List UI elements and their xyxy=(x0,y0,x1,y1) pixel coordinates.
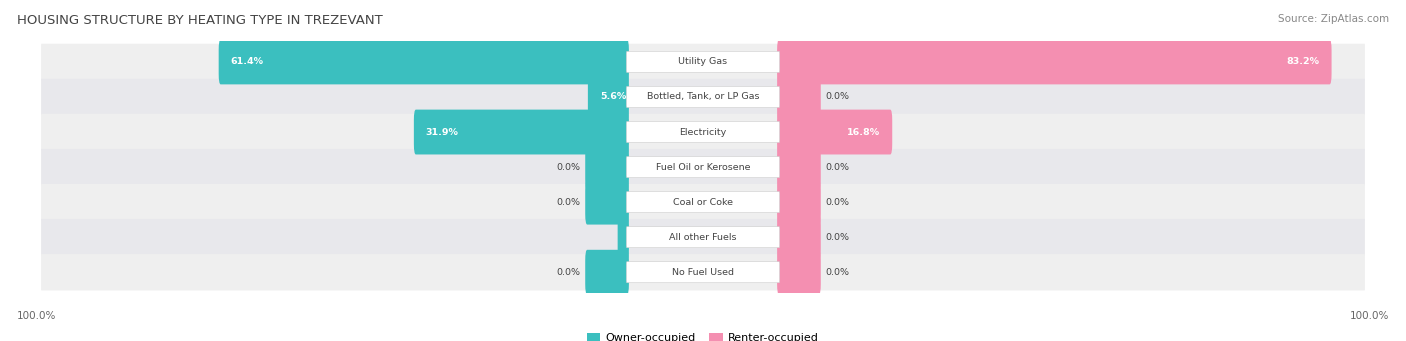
FancyBboxPatch shape xyxy=(627,227,779,248)
FancyBboxPatch shape xyxy=(778,215,821,260)
FancyBboxPatch shape xyxy=(627,192,779,213)
Text: 61.4%: 61.4% xyxy=(231,57,263,66)
Text: HOUSING STRUCTURE BY HEATING TYPE IN TREZEVANT: HOUSING STRUCTURE BY HEATING TYPE IN TRE… xyxy=(17,14,382,27)
FancyBboxPatch shape xyxy=(627,121,779,143)
Text: All other Fuels: All other Fuels xyxy=(669,233,737,242)
FancyBboxPatch shape xyxy=(627,87,779,107)
Text: 0.0%: 0.0% xyxy=(557,163,581,172)
FancyBboxPatch shape xyxy=(627,262,779,283)
Text: No Fuel Used: No Fuel Used xyxy=(672,268,734,277)
Text: 0.0%: 0.0% xyxy=(557,268,581,277)
FancyBboxPatch shape xyxy=(219,40,628,84)
FancyBboxPatch shape xyxy=(413,109,628,154)
FancyBboxPatch shape xyxy=(41,149,1365,185)
FancyBboxPatch shape xyxy=(627,157,779,178)
FancyBboxPatch shape xyxy=(41,44,1365,80)
FancyBboxPatch shape xyxy=(778,75,821,119)
Text: 5.6%: 5.6% xyxy=(600,92,626,102)
Text: 0.0%: 0.0% xyxy=(825,92,849,102)
Text: Coal or Coke: Coal or Coke xyxy=(673,198,733,207)
FancyBboxPatch shape xyxy=(585,180,628,225)
Text: 100.0%: 100.0% xyxy=(1350,311,1389,321)
FancyBboxPatch shape xyxy=(778,40,1331,84)
Text: 1.1%: 1.1% xyxy=(630,233,657,242)
FancyBboxPatch shape xyxy=(41,79,1365,115)
FancyBboxPatch shape xyxy=(41,114,1365,150)
FancyBboxPatch shape xyxy=(617,215,628,260)
Text: 0.0%: 0.0% xyxy=(825,163,849,172)
FancyBboxPatch shape xyxy=(585,250,628,295)
Text: 31.9%: 31.9% xyxy=(426,128,458,136)
Text: 83.2%: 83.2% xyxy=(1286,57,1320,66)
FancyBboxPatch shape xyxy=(778,109,893,154)
Text: Electricity: Electricity xyxy=(679,128,727,136)
Text: 100.0%: 100.0% xyxy=(17,311,56,321)
Text: Fuel Oil or Kerosene: Fuel Oil or Kerosene xyxy=(655,163,751,172)
FancyBboxPatch shape xyxy=(41,184,1365,220)
FancyBboxPatch shape xyxy=(778,145,821,190)
FancyBboxPatch shape xyxy=(41,219,1365,255)
Text: Utility Gas: Utility Gas xyxy=(679,57,727,66)
FancyBboxPatch shape xyxy=(627,51,779,73)
FancyBboxPatch shape xyxy=(41,254,1365,291)
Text: 0.0%: 0.0% xyxy=(825,268,849,277)
Text: 0.0%: 0.0% xyxy=(825,233,849,242)
Text: 0.0%: 0.0% xyxy=(825,198,849,207)
Text: Bottled, Tank, or LP Gas: Bottled, Tank, or LP Gas xyxy=(647,92,759,102)
FancyBboxPatch shape xyxy=(585,145,628,190)
Text: Source: ZipAtlas.com: Source: ZipAtlas.com xyxy=(1278,14,1389,24)
Text: 16.8%: 16.8% xyxy=(848,128,880,136)
FancyBboxPatch shape xyxy=(588,75,628,119)
Legend: Owner-occupied, Renter-occupied: Owner-occupied, Renter-occupied xyxy=(586,333,820,341)
Text: 0.0%: 0.0% xyxy=(557,198,581,207)
FancyBboxPatch shape xyxy=(778,180,821,225)
FancyBboxPatch shape xyxy=(778,250,821,295)
